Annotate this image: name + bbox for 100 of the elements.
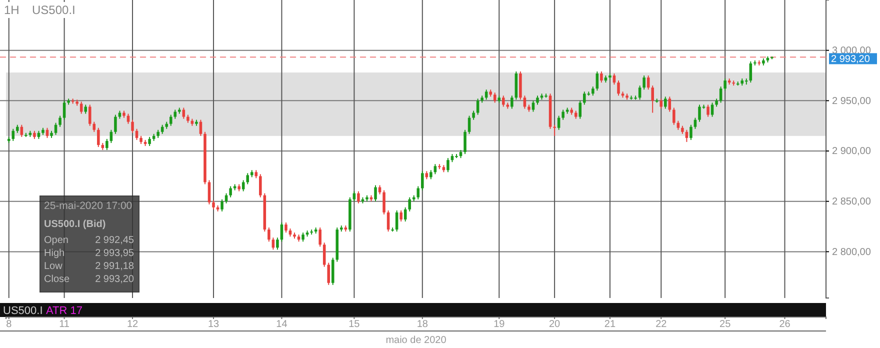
candlestick bbox=[382, 190, 386, 215]
candlestick bbox=[532, 100, 535, 112]
candlestick bbox=[199, 119, 202, 136]
annotation: 25-mai-2020 17:00 bbox=[44, 200, 132, 212]
candlestick bbox=[114, 114, 117, 134]
x-axis-title: maio de 2020 bbox=[386, 335, 447, 346]
candlestick bbox=[272, 237, 275, 250]
candlestick bbox=[280, 222, 284, 242]
candlestick bbox=[583, 91, 586, 106]
candlestick bbox=[92, 121, 96, 132]
candlestick bbox=[220, 198, 224, 212]
candlestick bbox=[434, 164, 437, 175]
candlestick bbox=[46, 127, 49, 138]
candlestick bbox=[54, 122, 58, 136]
y-tick-label: 2 800,00 bbox=[832, 246, 872, 258]
candlestick bbox=[446, 158, 450, 173]
candlestick bbox=[246, 172, 249, 185]
candlestick bbox=[421, 170, 424, 191]
candlestick bbox=[408, 196, 411, 212]
candlestick bbox=[352, 190, 356, 202]
candlestick bbox=[131, 119, 134, 134]
candlestick bbox=[536, 95, 539, 106]
candlestick bbox=[58, 115, 62, 128]
candlestick bbox=[472, 110, 475, 120]
candlestick bbox=[664, 96, 667, 110]
annotation: Close bbox=[44, 274, 70, 285]
text: ATR 17 bbox=[46, 305, 82, 317]
candlestick bbox=[302, 232, 304, 242]
x-tick-label: 26 bbox=[779, 319, 791, 330]
candlestick bbox=[84, 104, 87, 114]
candlestick bbox=[690, 124, 692, 140]
annotation: 2 993,95 bbox=[95, 248, 134, 259]
y-tick-label: 2 850,00 bbox=[832, 196, 872, 208]
candlestick bbox=[169, 114, 172, 126]
candlestick bbox=[612, 72, 616, 86]
candlestick bbox=[110, 129, 113, 144]
candlestick bbox=[660, 98, 663, 110]
candlestick bbox=[685, 129, 688, 142]
candlestick bbox=[562, 109, 564, 120]
candlestick bbox=[327, 262, 330, 286]
candlestick bbox=[331, 257, 334, 286]
candlestick bbox=[430, 170, 432, 180]
candlestick bbox=[126, 113, 130, 124]
candlestick bbox=[600, 70, 603, 84]
candlestick bbox=[719, 86, 722, 104]
candlestick bbox=[259, 174, 262, 198]
candlestick bbox=[182, 107, 186, 120]
x-tick-label: 18 bbox=[416, 319, 428, 330]
x-tick-label: 13 bbox=[208, 319, 220, 330]
candlestick bbox=[62, 100, 66, 120]
x-tick-label: 19 bbox=[494, 319, 506, 330]
candlestick bbox=[672, 107, 676, 126]
x-tick-label: 11 bbox=[59, 319, 70, 330]
candlestick bbox=[224, 192, 228, 204]
y-tick-label: 2 900,00 bbox=[832, 146, 872, 158]
x-tick-label: 22 bbox=[656, 319, 668, 330]
x-tick-label: 12 bbox=[126, 319, 139, 330]
annotation: US500.I (Bid) bbox=[44, 219, 106, 230]
candlestick bbox=[229, 186, 232, 198]
candlestick bbox=[400, 210, 402, 222]
x-tick-label: 20 bbox=[548, 319, 561, 330]
candlestick bbox=[596, 70, 599, 92]
chart-title: US500.I bbox=[32, 3, 76, 17]
candlestick bbox=[135, 128, 138, 140]
candlestick bbox=[318, 227, 322, 248]
annotation: 2 992,45 bbox=[95, 235, 134, 246]
candlestick bbox=[510, 95, 514, 110]
candlestick bbox=[276, 237, 279, 250]
chart-subtitle: 1H bbox=[4, 3, 20, 17]
x-tick-label: 8 bbox=[6, 319, 12, 330]
candlestick bbox=[464, 129, 466, 155]
y-tick-label: 2 950,00 bbox=[832, 96, 872, 107]
candlestick bbox=[617, 80, 620, 96]
candlestick bbox=[694, 117, 697, 130]
candlestick bbox=[493, 92, 496, 104]
candlestick bbox=[502, 95, 505, 108]
candlestick bbox=[642, 75, 646, 90]
candlestick bbox=[148, 136, 151, 146]
candlestick bbox=[97, 127, 100, 148]
candlestick bbox=[468, 115, 471, 134]
candlestick bbox=[651, 85, 654, 114]
annotation: Open bbox=[44, 235, 68, 246]
x-tick-label: 14 bbox=[276, 319, 288, 330]
candlestick bbox=[484, 89, 488, 100]
x-tick-label: 21 bbox=[604, 319, 616, 330]
candlestick bbox=[374, 184, 377, 202]
candlestick bbox=[12, 128, 15, 142]
candlestick bbox=[578, 100, 582, 120]
candlestick bbox=[706, 104, 710, 118]
annotation: High bbox=[44, 248, 65, 259]
text: US500.I bbox=[3, 305, 43, 317]
ref-line-label: 2 993,20 bbox=[831, 54, 870, 66]
candlestick bbox=[476, 98, 480, 116]
candlestick bbox=[80, 101, 83, 114]
candlestick bbox=[553, 124, 556, 136]
candlestick bbox=[20, 124, 24, 138]
x-tick-label: 25 bbox=[720, 319, 732, 330]
candlestick bbox=[284, 222, 288, 234]
candlestick bbox=[416, 186, 420, 200]
candlestick bbox=[212, 200, 215, 210]
